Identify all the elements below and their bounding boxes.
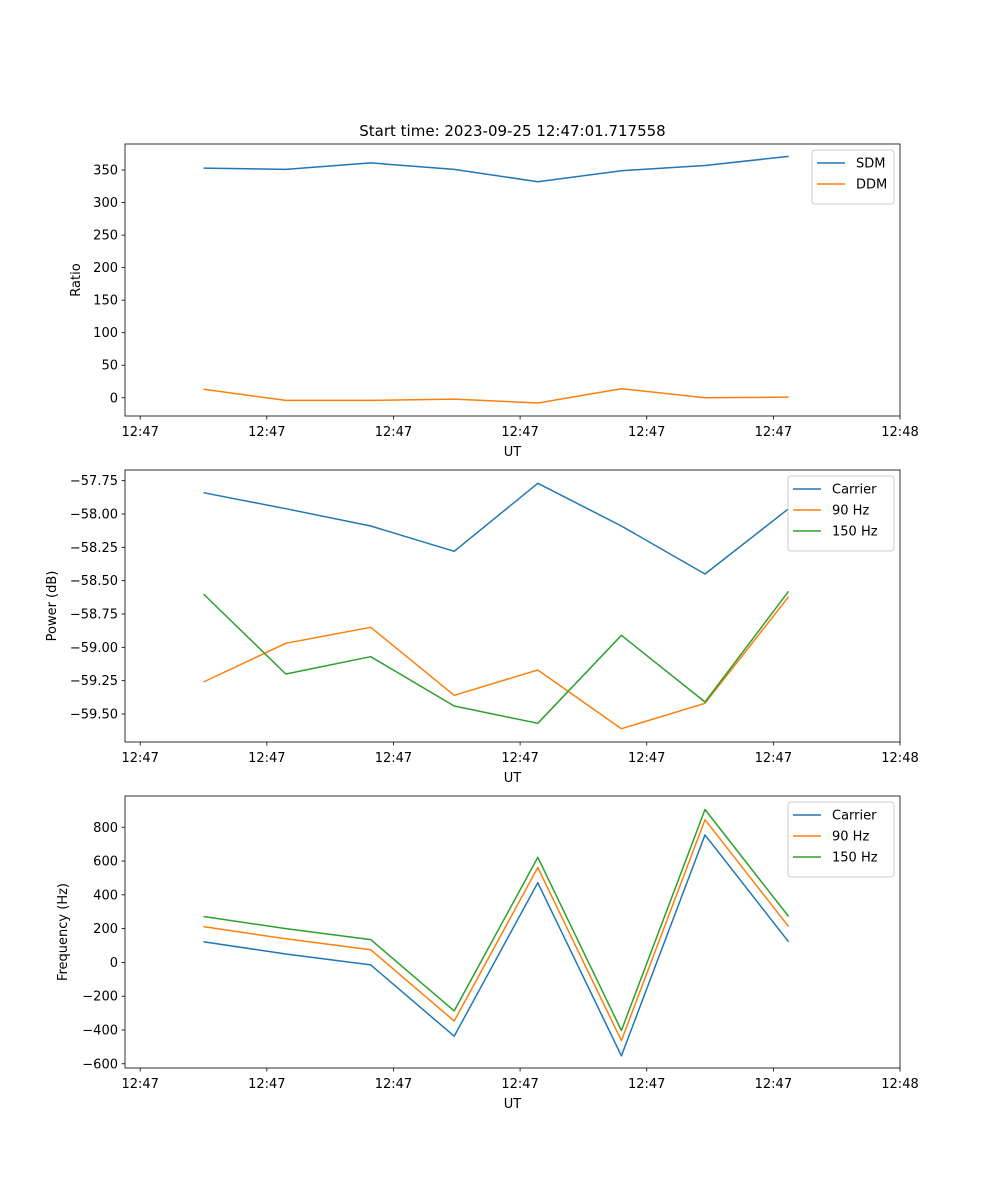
subplot-2: 12:47 12:47 12:47 12:47 12:47 12:47 12:48 −59.5… xyxy=(45,469,919,786)
subplot-3: 12:47 12:47 12:47 12:47 12:47 12:47 12:48 −600 −… xyxy=(56,795,919,1112)
x-tick-label-2-6: 12:48 xyxy=(881,751,918,766)
y-tick-label-1-5: 250 xyxy=(93,229,118,244)
series-line-2-150-hz xyxy=(202,590,790,725)
x-axis-label-1: UT xyxy=(504,445,522,460)
y-tick-label-3-2: −200 xyxy=(82,990,118,1005)
legend-1: SDM DDM xyxy=(811,149,895,205)
x-tick-label-2-4: 12:47 xyxy=(628,751,665,766)
legend-label-1-0: SDM xyxy=(856,157,885,172)
series-line-3-carrier xyxy=(203,834,790,1057)
y-tick-label-3-1: −400 xyxy=(82,1023,118,1038)
legend-box-3 xyxy=(787,801,895,878)
legend-3: Carrier 90 Hz 150 Hz xyxy=(787,801,895,878)
axes-frame-1 xyxy=(124,143,901,417)
series-line-1-ddm xyxy=(203,387,789,404)
y-tick-label-1-0: 0 xyxy=(110,391,118,406)
x-tick-label-1-5: 12:47 xyxy=(755,425,792,440)
y-tick-label-3-5: 400 xyxy=(93,888,118,903)
series-line-3-90-hz xyxy=(203,818,790,1042)
y-tick-label-2-4: −58.50 xyxy=(70,574,118,589)
y-tick-label-1-1: 50 xyxy=(101,359,118,374)
figure-title: Start time: 2023-09-25 12:47:01.717558 xyxy=(359,122,665,140)
legend-2: Carrier 90 Hz 150 Hz xyxy=(787,475,895,552)
x-tick-label-1-4: 12:47 xyxy=(628,425,665,440)
legend-label-3-2: 150 Hz xyxy=(832,851,878,866)
y-tick-label-2-7: −57.75 xyxy=(70,474,118,489)
y-tick-label-1-4: 200 xyxy=(93,261,118,276)
subplot-1: 12:47 12:47 12:47 12:47 12:47 12:47 12:48 0 50 10… xyxy=(69,143,919,460)
y-tick-label-1-7: 350 xyxy=(93,164,118,179)
x-tick-label-3-2: 12:47 xyxy=(375,1077,412,1092)
x-tick-label-2-1: 12:47 xyxy=(248,751,285,766)
axes-frame-2 xyxy=(124,469,901,743)
y-tick-label-1-3: 150 xyxy=(93,294,118,309)
y-axis-label-1: Ratio xyxy=(69,263,84,296)
legend-label-2-0: Carrier xyxy=(832,483,877,498)
y-tick-label-2-5: −58.25 xyxy=(70,541,118,556)
x-tick-label-3-6: 12:48 xyxy=(881,1077,918,1092)
x-tick-label-2-5: 12:47 xyxy=(755,751,792,766)
x-tick-label-1-2: 12:47 xyxy=(375,425,412,440)
y-tick-label-2-0: −59.50 xyxy=(70,708,118,723)
x-tick-label-3-3: 12:47 xyxy=(501,1077,538,1092)
series-line-3-150-hz xyxy=(203,808,790,1032)
y-tick-label-2-3: −58.75 xyxy=(70,608,118,623)
y-tick-label-3-6: 600 xyxy=(93,855,118,870)
y-tick-label-2-6: −58.00 xyxy=(70,508,118,523)
x-tick-label-2-2: 12:47 xyxy=(375,751,412,766)
y-tick-label-2-2: −59.00 xyxy=(70,641,118,656)
y-tick-label-2-1: −59.25 xyxy=(70,674,118,689)
axes-frame-3 xyxy=(124,795,901,1069)
x-tick-label-1-1: 12:47 xyxy=(248,425,285,440)
legend-label-1-1: DDM xyxy=(856,178,887,193)
legend-label-3-0: Carrier xyxy=(832,809,877,824)
series-line-1-sdm xyxy=(203,155,789,183)
y-tick-label-3-4: 200 xyxy=(93,922,118,937)
y-tick-label-3-3: 0 xyxy=(110,956,118,971)
x-tick-label-1-6: 12:48 xyxy=(881,425,918,440)
y-tick-label-1-2: 100 xyxy=(93,326,118,341)
plots: 12:47 12:47 12:47 12:47 12:47 12:47 12:48 0 50 10… xyxy=(45,143,919,1112)
x-tick-label-3-1: 12:47 xyxy=(248,1077,285,1092)
legend-label-2-2: 150 Hz xyxy=(832,525,878,540)
y-tick-label-1-6: 300 xyxy=(93,196,118,211)
y-axis-label-2: Power (dB) xyxy=(45,571,60,642)
series-line-2-90-hz xyxy=(203,596,790,730)
series-line-2-carrier xyxy=(203,482,790,575)
y-tick-label-3-7: 800 xyxy=(93,821,118,836)
x-axis-label-3: UT xyxy=(504,1097,522,1112)
legend-label-2-1: 90 Hz xyxy=(832,504,869,519)
y-axis-label-3: Frequency (Hz) xyxy=(56,883,71,981)
x-tick-label-2-0: 12:47 xyxy=(121,751,158,766)
legend-label-3-1: 90 Hz xyxy=(832,830,869,845)
y-tick-label-3-0: −600 xyxy=(82,1057,118,1072)
legend-box-2 xyxy=(787,475,895,552)
x-tick-label-3-0: 12:47 xyxy=(121,1077,158,1092)
x-tick-label-1-3: 12:47 xyxy=(501,425,538,440)
x-axis-label-2: UT xyxy=(504,771,522,786)
x-tick-label-3-4: 12:47 xyxy=(628,1077,665,1092)
x-tick-label-2-3: 12:47 xyxy=(501,751,538,766)
x-tick-label-1-0: 12:47 xyxy=(121,425,158,440)
x-tick-label-3-5: 12:47 xyxy=(755,1077,792,1092)
